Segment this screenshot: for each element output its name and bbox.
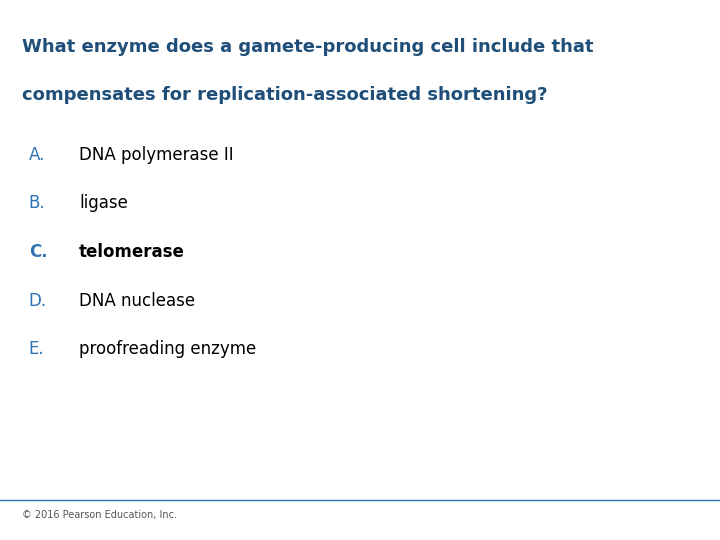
Text: DNA polymerase II: DNA polymerase II — [79, 146, 234, 164]
Text: proofreading enzyme: proofreading enzyme — [79, 340, 256, 358]
Text: D.: D. — [29, 292, 47, 309]
Text: B.: B. — [29, 194, 45, 212]
Text: E.: E. — [29, 340, 45, 358]
Text: © 2016 Pearson Education, Inc.: © 2016 Pearson Education, Inc. — [22, 510, 176, 521]
Text: compensates for replication-associated shortening?: compensates for replication-associated s… — [22, 86, 547, 104]
Text: What enzyme does a gamete-producing cell include that: What enzyme does a gamete-producing cell… — [22, 38, 593, 56]
Text: ligase: ligase — [79, 194, 128, 212]
Text: A.: A. — [29, 146, 45, 164]
Text: telomerase: telomerase — [79, 243, 185, 261]
Text: C.: C. — [29, 243, 48, 261]
Text: DNA nuclease: DNA nuclease — [79, 292, 195, 309]
